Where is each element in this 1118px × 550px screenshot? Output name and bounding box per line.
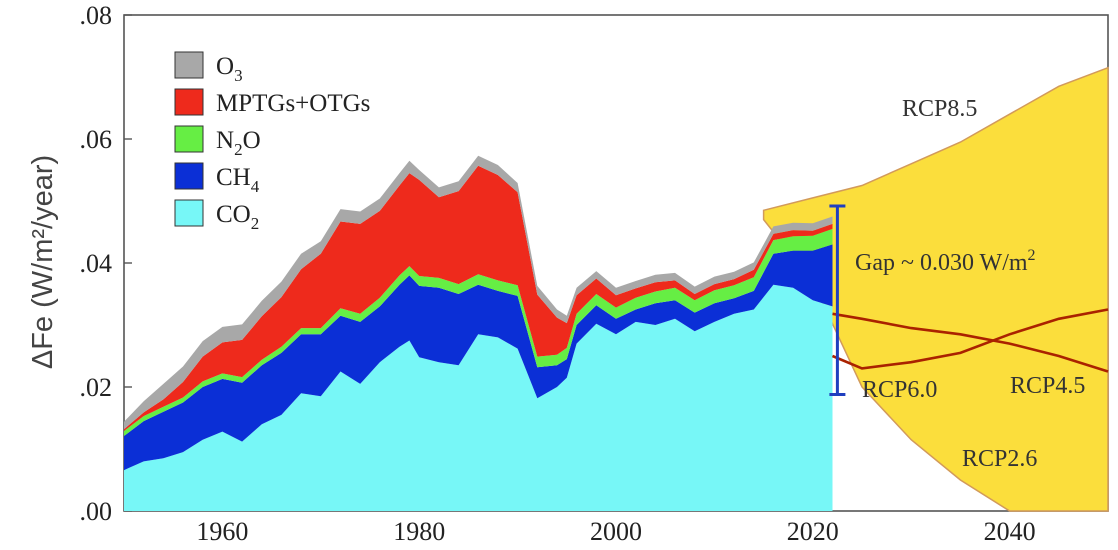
legend-label: O3	[216, 53, 243, 85]
y-tick-label: .00	[80, 497, 113, 526]
legend-label: CH4	[216, 164, 260, 196]
rcp45-label: RCP4.5	[1010, 373, 1085, 399]
legend-swatch	[174, 88, 204, 116]
gap-label-superscript: 2	[1028, 247, 1036, 264]
area-ch4	[124, 244, 833, 471]
axis-ticks: 1960 1980 2000 2020 2040 .00 .02 .04 .06 .08	[80, 1, 1036, 546]
rcp-band	[762, 66, 1109, 512]
rcp-band-layer	[762, 66, 1109, 512]
x-tick-label: 1960	[196, 517, 248, 546]
stacked-areas	[124, 155, 833, 511]
x-tick-label: 1980	[393, 517, 445, 546]
legend-swatch	[174, 199, 204, 227]
gap-label-text: Gap ~ 0.030 W/m	[855, 250, 1028, 276]
y-tick-label: .08	[80, 1, 113, 30]
x-tick-label: 2000	[590, 517, 642, 546]
rcp26-label: RCP2.6	[962, 446, 1037, 472]
x-tick-label: 2040	[984, 517, 1036, 546]
line-rcp45	[832, 312, 1109, 373]
legend-swatch	[174, 125, 204, 153]
gap-label: Gap ~ 0.030 W/m2	[855, 247, 1036, 276]
legend-swatch	[174, 162, 204, 190]
gap-bar	[829, 204, 846, 396]
legend-label: MPTGs+OTGs	[216, 90, 370, 117]
y-axis-label: ΔFe (W/m²/year)	[27, 155, 59, 369]
rcp60-label: RCP6.0	[862, 377, 937, 403]
legend-label: CO2	[216, 201, 259, 233]
y-tick-label: .02	[80, 373, 113, 402]
line-rcp60	[831, 308, 1109, 370]
area-mptgs-otgs	[124, 165, 833, 431]
legend-label: N2O	[216, 127, 261, 159]
legend: O3 MPTGs+OTGs N2O CH4 CO2	[174, 51, 370, 233]
x-tick-label: 2020	[787, 517, 839, 546]
y-tick-label: .06	[80, 125, 113, 154]
y-tick-label: .04	[80, 249, 113, 278]
area-co2	[124, 284, 833, 511]
rcp-lines-layer	[831, 308, 1109, 373]
rcp85-label: RCP8.5	[902, 96, 977, 122]
legend-swatch	[174, 51, 204, 79]
